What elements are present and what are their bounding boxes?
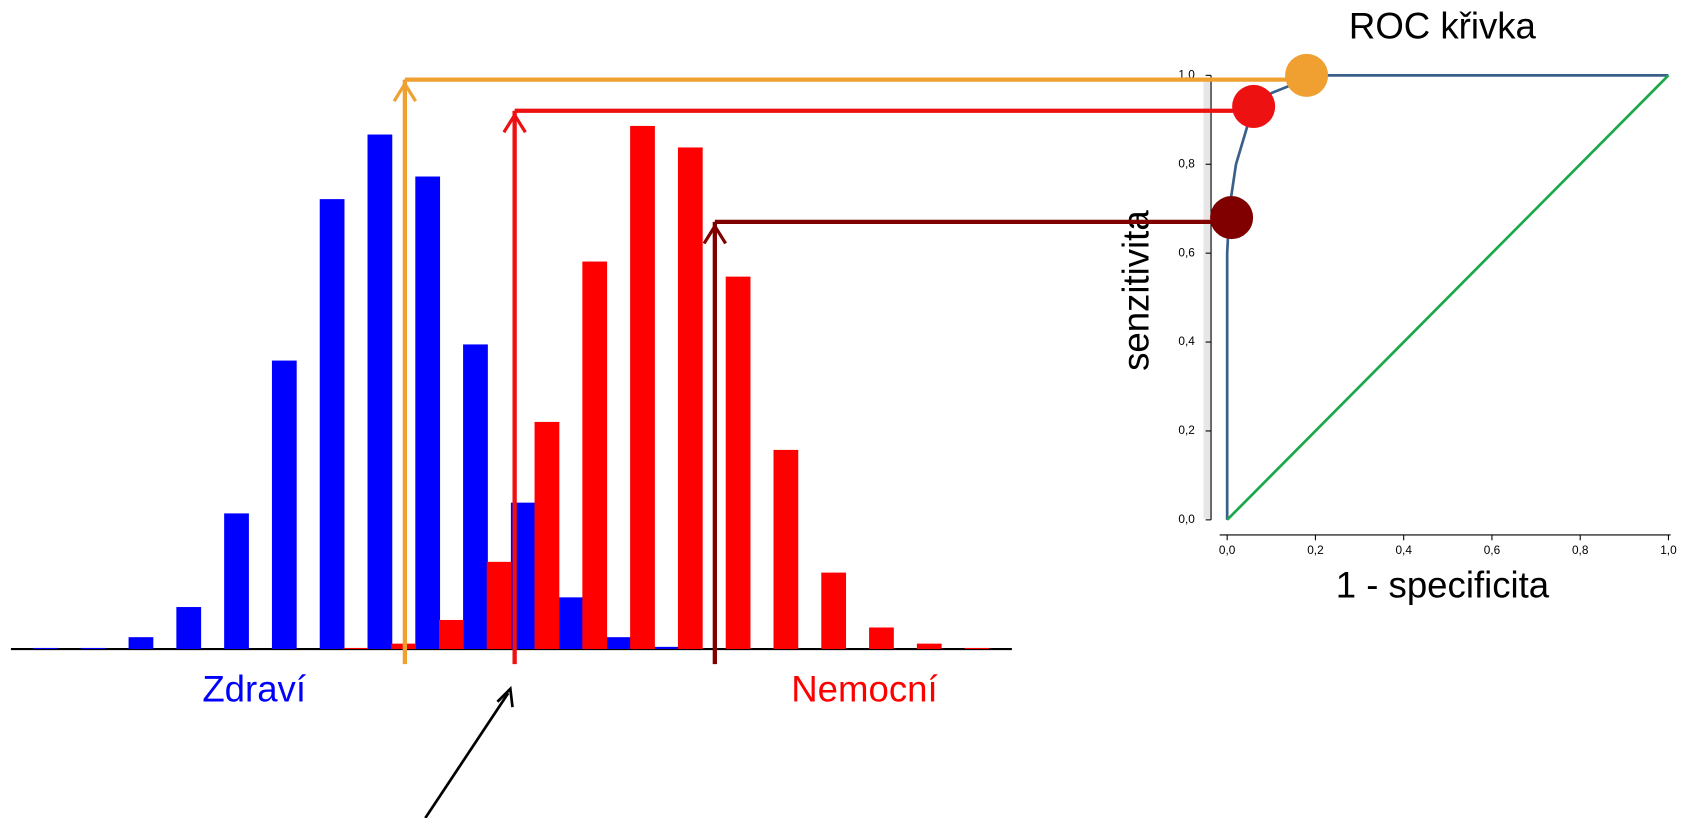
bar [558, 597, 584, 650]
y-tick-label: 0,0 [1178, 512, 1195, 526]
y-tick-label: 0,6 [1178, 245, 1195, 259]
bar [486, 561, 512, 650]
x-tick-label: 0,4 [1395, 543, 1412, 557]
pointer-arrow-head [496, 685, 514, 708]
y-tick-label: 0,2 [1178, 423, 1194, 437]
axis-shade [1203, 77, 1213, 519]
bar [271, 360, 297, 650]
bar [128, 637, 154, 650]
x-tick-label: 0,8 [1572, 543, 1589, 557]
y-tick-label: 0,4 [1178, 334, 1195, 348]
x-tick-label: 0,0 [1219, 543, 1236, 557]
x-axis-label: 1 - specificita [1336, 564, 1550, 605]
x-tick-label: 0,6 [1484, 543, 1501, 557]
bar [32, 647, 58, 650]
bar [916, 643, 942, 650]
bar [725, 276, 751, 650]
threshold-arrow-head [502, 112, 527, 134]
bar [176, 607, 202, 650]
roc-line [1226, 74, 1670, 521]
bar [773, 449, 799, 650]
group-label: Nemocní [791, 669, 937, 710]
bar [367, 134, 393, 650]
bar [630, 125, 655, 650]
bar [415, 176, 441, 650]
roc-title: ROC křivka [1349, 6, 1537, 47]
y-axis-label: senzitivita [1116, 210, 1157, 371]
bar [224, 513, 249, 650]
bar [869, 627, 894, 650]
bar [438, 619, 464, 650]
bar [821, 572, 847, 650]
x-tick-label: 1,0 [1660, 543, 1677, 557]
pointer-arrow [424, 692, 510, 818]
threshold-arrow-head [702, 223, 727, 245]
threshold-point [1285, 53, 1329, 97]
x-tick-label: 0,2 [1307, 543, 1323, 557]
bar [677, 147, 703, 650]
group-label: Zdraví [202, 669, 306, 710]
threshold-arrow-head [392, 80, 417, 103]
bar [606, 637, 632, 650]
bar [964, 647, 990, 650]
bar [343, 647, 369, 650]
bar [463, 344, 488, 650]
threshold-point [1232, 84, 1276, 128]
y-tick-label: 0,8 [1178, 156, 1195, 170]
bar [582, 261, 608, 650]
bar [80, 647, 106, 650]
threshold-point [1210, 196, 1254, 240]
bar [319, 199, 345, 650]
bar [534, 421, 560, 650]
bar [654, 646, 680, 650]
